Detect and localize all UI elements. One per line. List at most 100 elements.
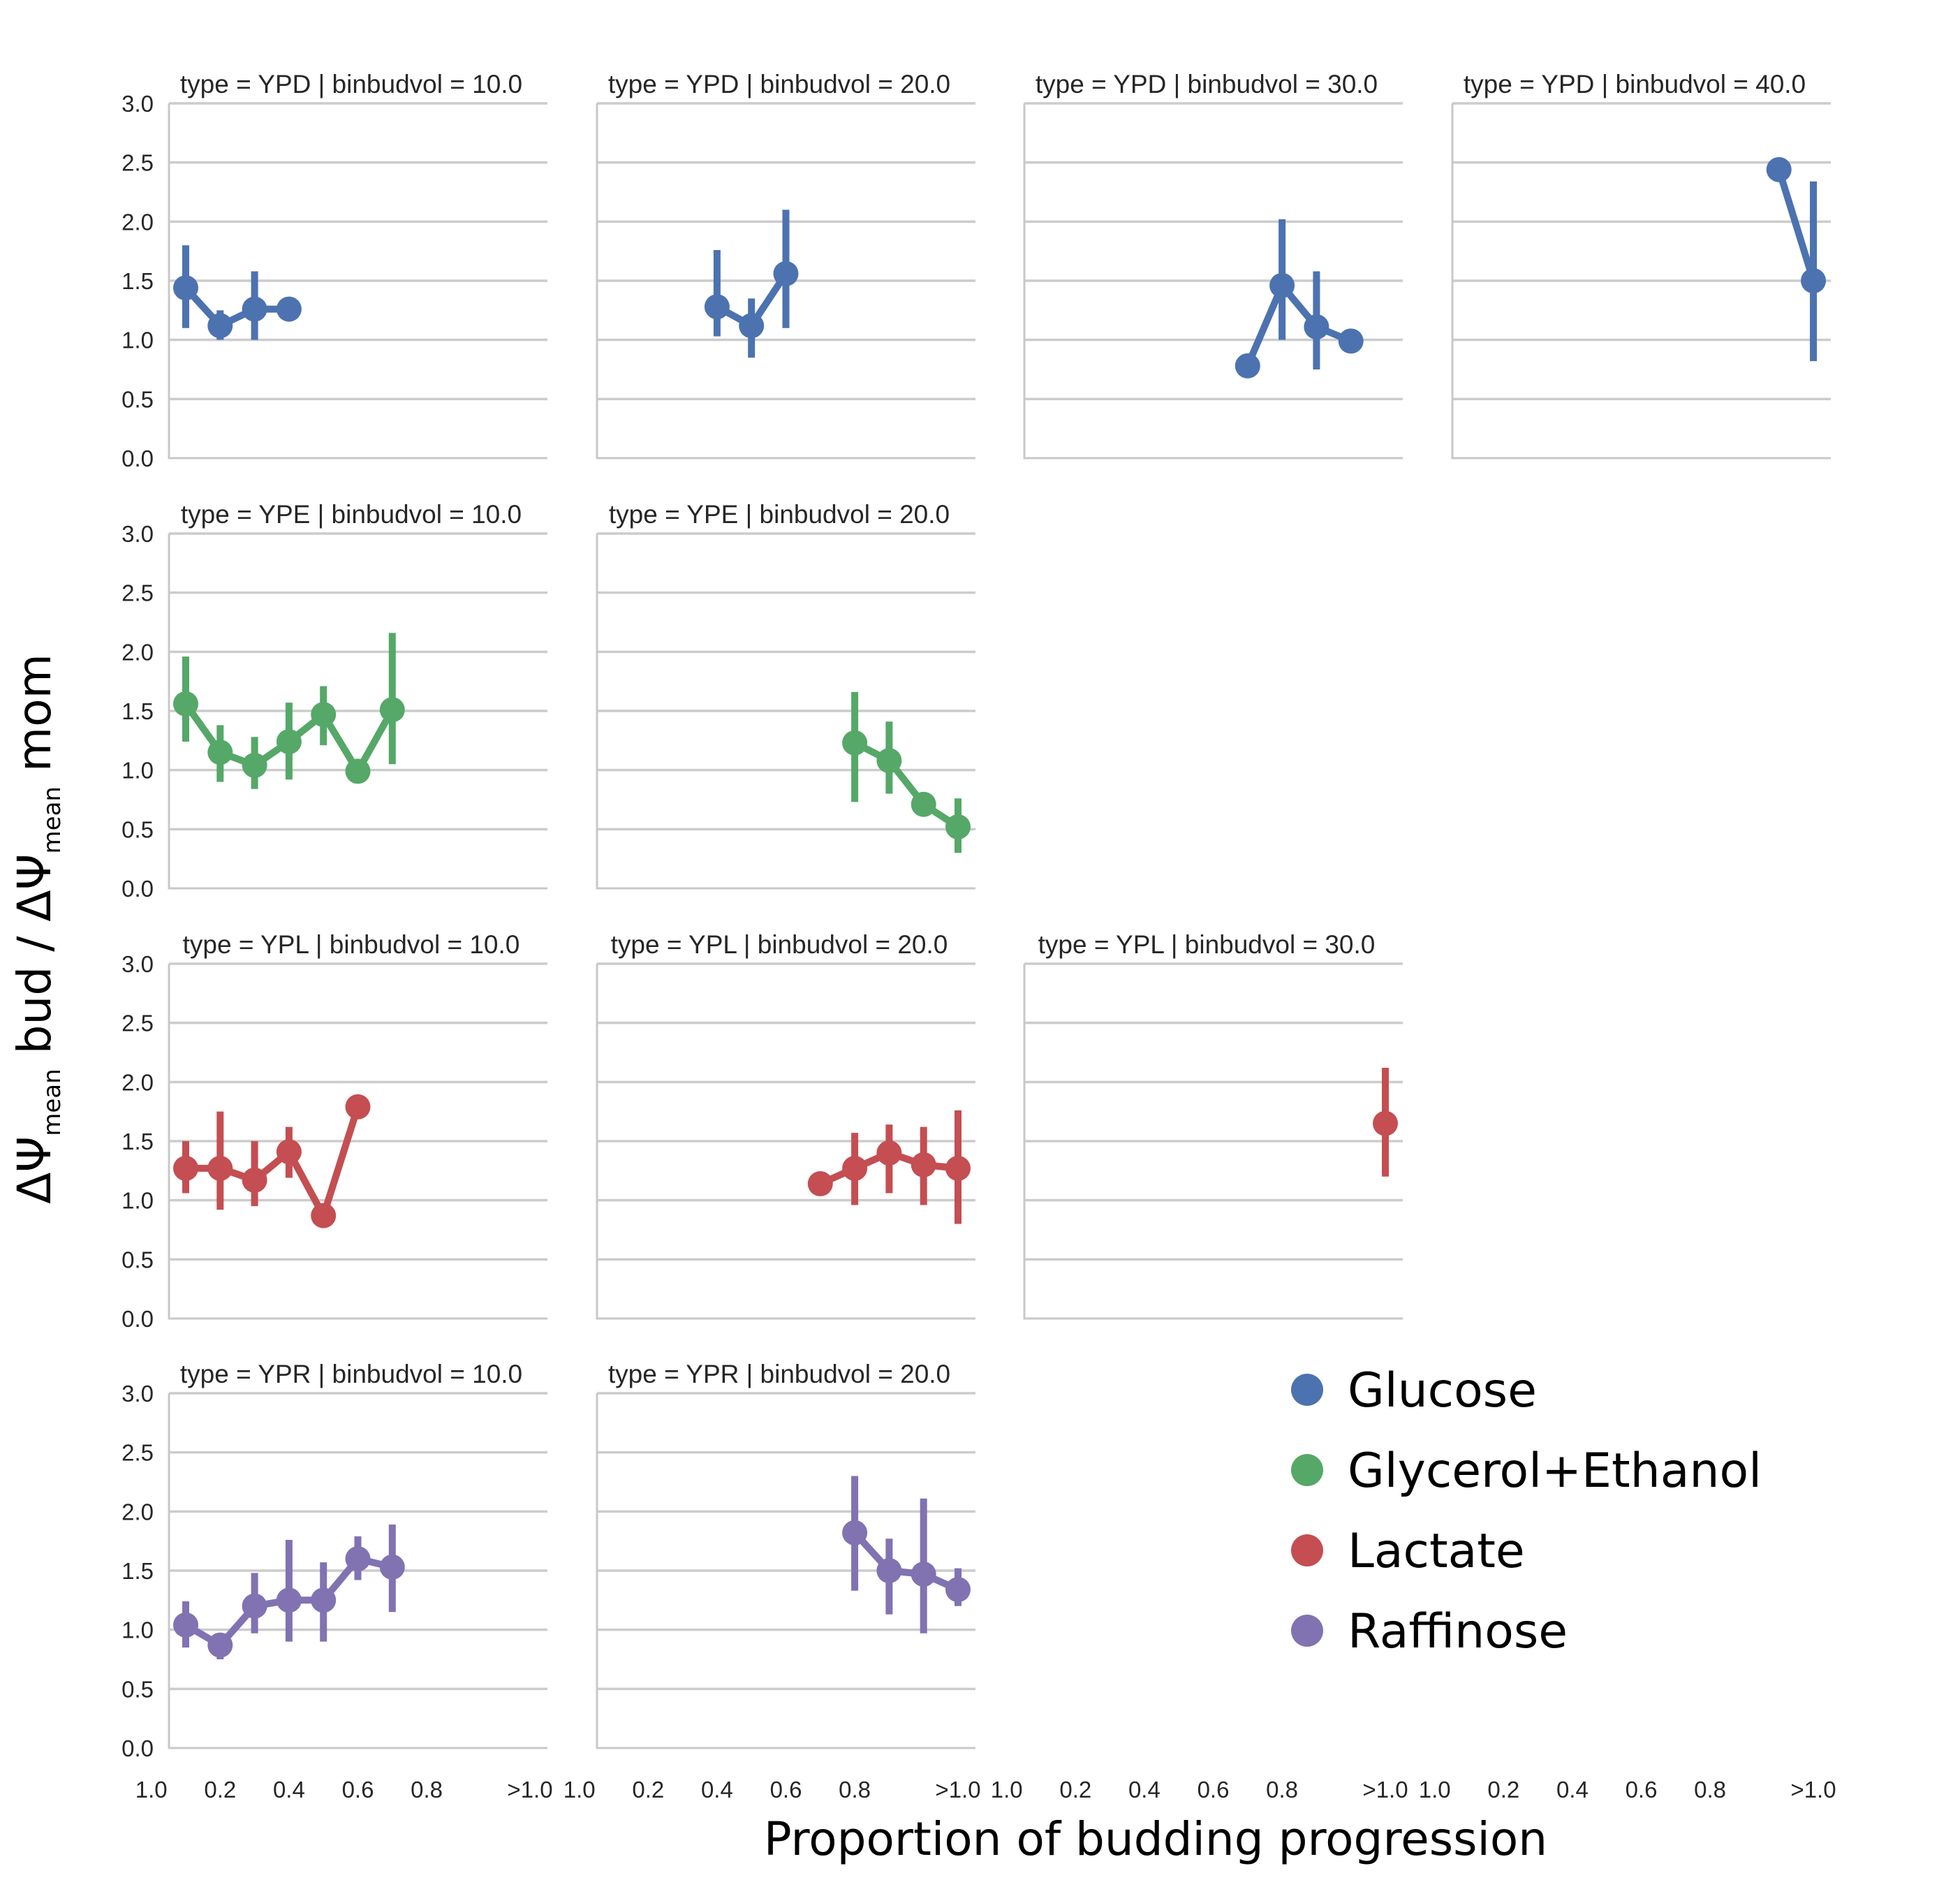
legend-label: Lactate xyxy=(1348,1524,1525,1579)
legend-marker xyxy=(1291,1534,1323,1566)
x-tick-label: 0.8 xyxy=(1694,1777,1726,1802)
x-tick-label: >1.0 xyxy=(507,1777,552,1802)
y-tick-label: 0.5 xyxy=(121,816,154,842)
data-point xyxy=(207,1155,233,1181)
axis-spine xyxy=(1451,103,1831,460)
y-tick-label: 1.5 xyxy=(121,1558,154,1584)
y-tick-label: 1.0 xyxy=(121,1188,154,1214)
facet-panel: 0.0 0.5 1.0 1.5 2.0 2.5 3.0 type = YPL | binbud… xyxy=(121,930,547,1332)
legend-label: Glycerol+Ethanol xyxy=(1348,1444,1762,1499)
panel-title: type = YPL | binbudvol = 20.0 xyxy=(611,930,948,959)
data-point xyxy=(379,1554,405,1580)
data-point xyxy=(1269,272,1295,298)
panel-title: type = YPL | binbudvol = 30.0 xyxy=(1038,930,1376,959)
data-point xyxy=(1373,1110,1398,1136)
x-tick-label: 1.0 xyxy=(563,1777,596,1802)
data-point xyxy=(276,1139,302,1165)
series-line xyxy=(852,1530,960,1593)
y-tick-label: 3.0 xyxy=(121,91,154,117)
y-axis-title: ΔΨmean bud / ΔΨmean mom xyxy=(8,654,66,1204)
data-point xyxy=(876,748,902,774)
data-point xyxy=(842,730,868,756)
legend: Glucose Glycerol+Ethanol Lactate Raffinose xyxy=(1291,1363,1762,1659)
panel-title: type = YPD | binbudvol = 10.0 xyxy=(180,70,522,98)
y-tick-label: 1.0 xyxy=(121,328,154,353)
legend-entry: Raffinose xyxy=(1291,1604,1568,1659)
data-point xyxy=(207,740,233,765)
facet-panel: type = YPD | binbudvol = 20.0 xyxy=(596,70,975,460)
panel-title: type = YPD | binbudvol = 20.0 xyxy=(608,70,950,98)
x-tick-label: 0.2 xyxy=(1059,1777,1091,1802)
data-point xyxy=(345,758,371,784)
data-point xyxy=(842,1520,868,1545)
x-tick-label: 1.0 xyxy=(1419,1777,1451,1802)
x-tick-label: >1.0 xyxy=(935,1777,980,1802)
x-tick-label: 0.4 xyxy=(1128,1777,1160,1802)
panel-title: type = YPD | binbudvol = 40.0 xyxy=(1464,70,1806,98)
y-tick-label: 0.0 xyxy=(121,1306,154,1332)
x-tick-label: 1.0 xyxy=(135,1777,168,1802)
data-point xyxy=(1801,268,1826,293)
data-point xyxy=(173,1612,198,1638)
data-point xyxy=(876,1558,902,1583)
series-line xyxy=(1775,168,1817,282)
data-point xyxy=(1766,156,1792,182)
y-tick-label: 1.5 xyxy=(121,268,154,294)
y-tick-label: 2.5 xyxy=(121,1440,154,1466)
data-point xyxy=(739,313,765,339)
facet-panel: type = YPL | binbudvol = 20.0 xyxy=(596,930,975,1320)
data-point xyxy=(876,1140,902,1166)
legend-entry: Lactate xyxy=(1291,1524,1525,1579)
data-point xyxy=(911,791,936,817)
data-point xyxy=(773,260,799,286)
y-tick-label: 1.0 xyxy=(121,758,154,784)
x-tick-label: 0.6 xyxy=(770,1777,802,1802)
data-point xyxy=(276,296,302,322)
facet-panel: type = YPD | binbudvol = 30.0 xyxy=(1023,70,1403,460)
legend-label: Glucose xyxy=(1348,1363,1537,1418)
facet-panel: type = YPE | binbudvol = 20.0 xyxy=(596,500,975,890)
data-point xyxy=(945,1577,971,1603)
facet-panel: type = YPD | binbudvol = 40.0 xyxy=(1451,70,1831,460)
y-tick-label: 0.0 xyxy=(121,876,154,902)
data-point xyxy=(807,1170,833,1196)
panel-title: type = YPE | binbudvol = 10.0 xyxy=(181,500,522,529)
data-point xyxy=(173,275,198,301)
x-tick-label: >1.0 xyxy=(1362,1777,1408,1802)
data-point xyxy=(242,752,267,778)
y-tick-label: 1.0 xyxy=(121,1617,154,1643)
data-point xyxy=(345,1546,371,1572)
x-tick-label: 0.6 xyxy=(1626,1777,1658,1802)
y-tick-label: 0.0 xyxy=(121,1735,154,1761)
y-tick-label: 0.5 xyxy=(121,386,154,412)
y-tick-label: 1.5 xyxy=(121,698,154,724)
data-point xyxy=(276,729,302,755)
y-tick-label: 0.5 xyxy=(121,1676,154,1702)
x-tick-label: 0.4 xyxy=(701,1777,733,1802)
x-tick-label: 0.8 xyxy=(839,1777,871,1802)
x-tick-label: 0.2 xyxy=(632,1777,664,1802)
x-tick-label: 0.8 xyxy=(1266,1777,1298,1802)
x-tick-label: 0.2 xyxy=(204,1777,236,1802)
panel-title: type = YPR | binbudvol = 20.0 xyxy=(608,1360,950,1388)
x-tick-label: 0.2 xyxy=(1487,1777,1519,1802)
panel-title: type = YPL | binbudvol = 10.0 xyxy=(183,930,520,959)
panel-title: type = YPD | binbudvol = 30.0 xyxy=(1036,70,1378,98)
x-tick-label: 0.6 xyxy=(1198,1777,1230,1802)
data-point xyxy=(173,1155,198,1181)
x-tick-label: 1.0 xyxy=(991,1777,1023,1802)
y-tick-label: 2.5 xyxy=(121,1011,154,1036)
data-point xyxy=(379,697,405,723)
axis-spine xyxy=(1023,103,1403,460)
x-tick-label: 0.6 xyxy=(342,1777,374,1802)
y-tick-label: 3.0 xyxy=(121,951,154,977)
y-tick-label: 1.5 xyxy=(121,1129,154,1154)
x-tick-label: 0.8 xyxy=(411,1777,443,1802)
data-point xyxy=(704,294,730,320)
legend-label: Raffinose xyxy=(1348,1604,1568,1659)
y-tick-label: 2.0 xyxy=(121,1069,154,1095)
data-point xyxy=(945,1155,971,1181)
series-line xyxy=(183,285,289,330)
axis-spine xyxy=(596,1393,975,1749)
